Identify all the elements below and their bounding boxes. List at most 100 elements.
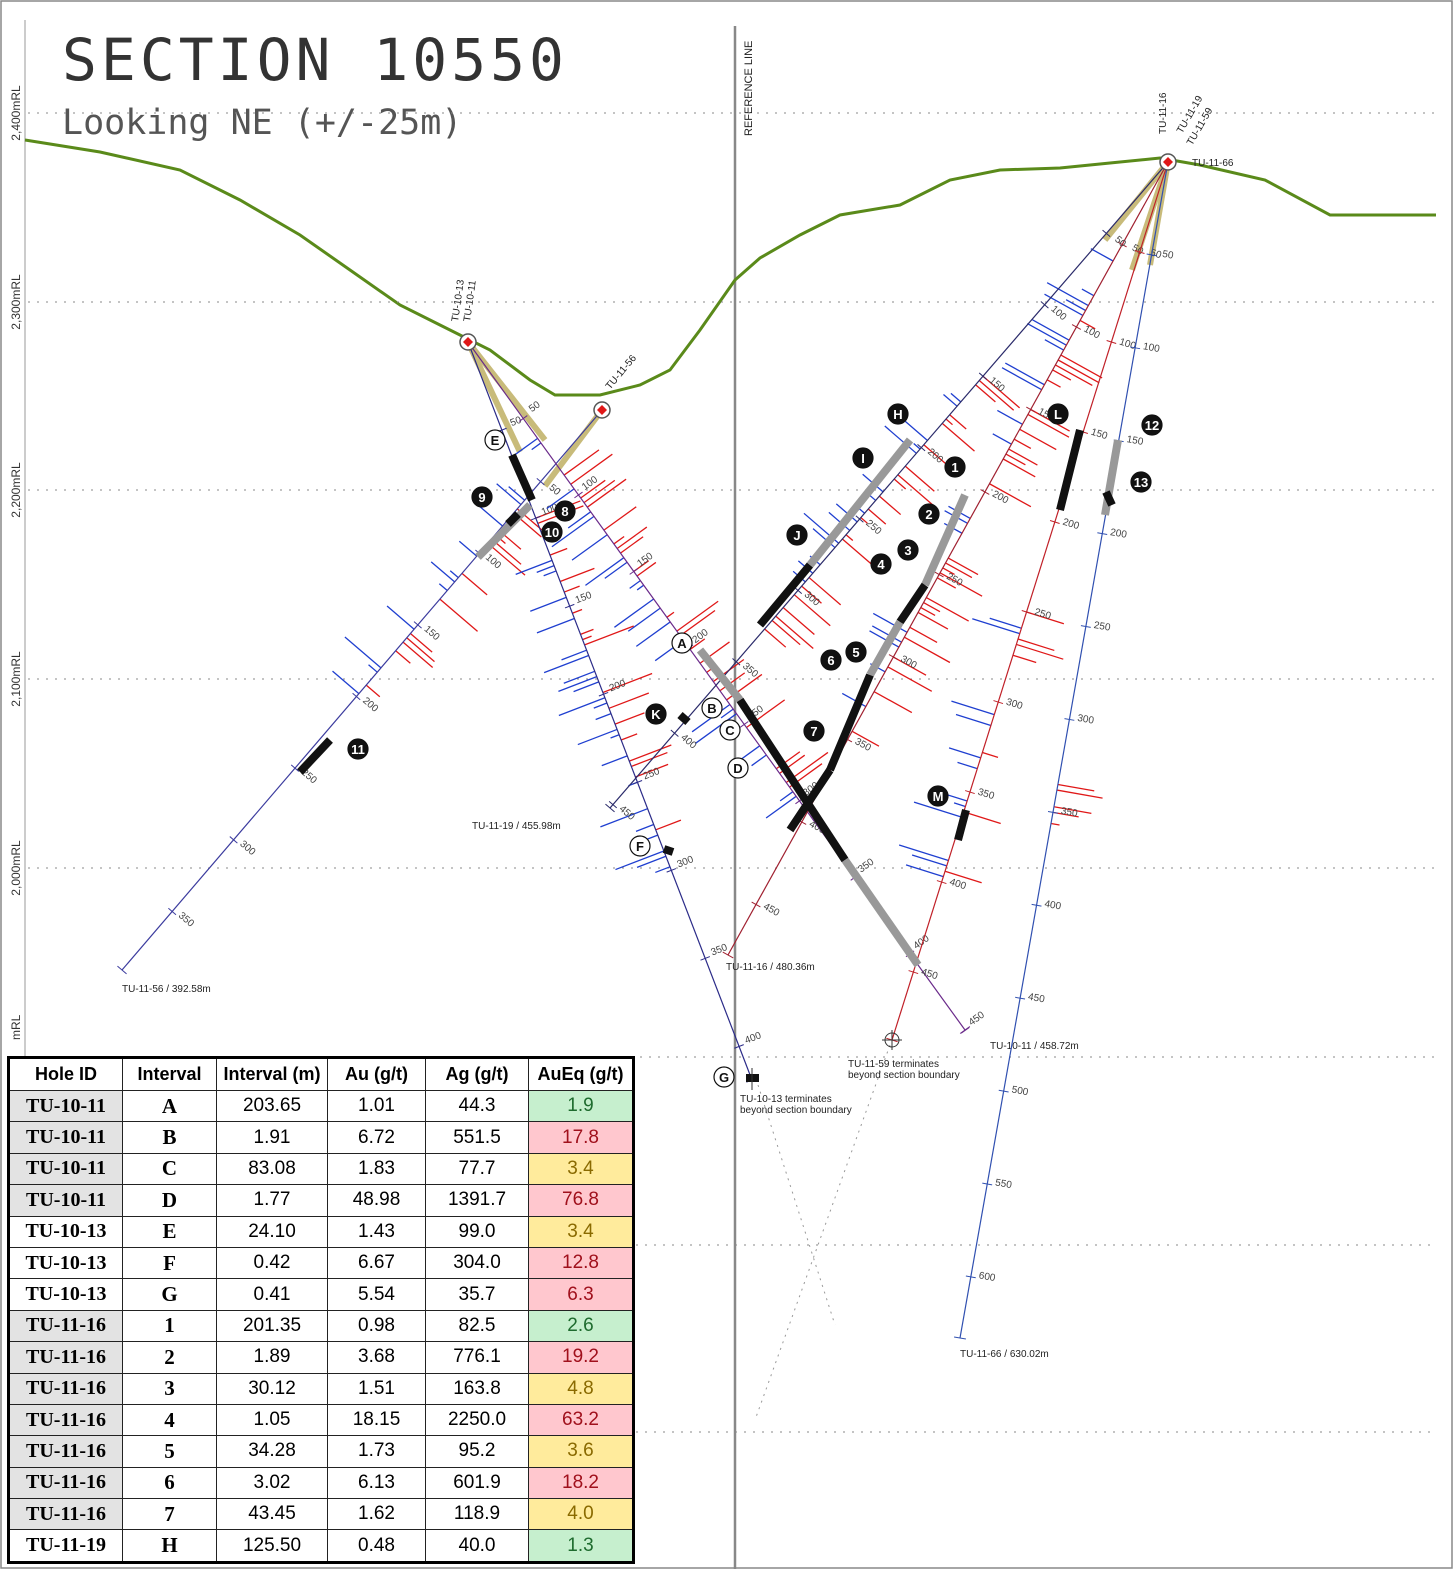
assay-spike — [577, 728, 618, 746]
interval-bar — [806, 437, 914, 568]
interval-marker — [786, 524, 808, 546]
assay-spike — [600, 808, 648, 828]
depth-label: 100 — [1142, 341, 1161, 355]
depth-tick — [700, 956, 711, 961]
interval-bar — [826, 673, 874, 772]
assay-spike — [775, 615, 814, 650]
hole-end-label: TU-11-19 / 455.98m — [472, 821, 561, 832]
table-cell: 2 — [122, 1341, 217, 1374]
interval-marker — [713, 1066, 735, 1088]
assay-spike — [1057, 359, 1100, 384]
assay-spike — [978, 379, 1015, 411]
table-cell: 1.3 — [528, 1529, 634, 1563]
assay-spike — [944, 870, 982, 884]
interval-marker-label: D — [733, 761, 742, 776]
depth-label: 100 — [483, 552, 503, 571]
table-row: TU-11-16 5 34.28 1.73 95.2 3.6 — [8, 1435, 634, 1468]
assay-spike — [1004, 362, 1045, 386]
table-cell: 40.0 — [425, 1529, 529, 1563]
depth-label: 200 — [1109, 527, 1128, 541]
assay-spike — [955, 713, 992, 727]
assay-spike — [543, 570, 557, 577]
interval-marker-label: 6 — [827, 653, 834, 668]
depth-tick — [530, 515, 541, 521]
assay-spike — [676, 600, 719, 632]
interval-bar — [662, 845, 675, 856]
assay-spike — [620, 733, 638, 741]
interval-bar — [677, 711, 691, 726]
assay-spike — [1017, 638, 1055, 652]
depth-tick — [980, 489, 990, 495]
hole-id-cell: TU-10-11 — [8, 1184, 123, 1217]
assay-spike — [860, 517, 868, 524]
assay-spike — [610, 734, 620, 739]
depth-tick — [732, 658, 741, 666]
assay-spike — [1060, 354, 1103, 379]
collar-label: TU-11-16 — [1158, 92, 1169, 134]
interval-marker — [554, 500, 576, 522]
assay-spike — [689, 638, 706, 650]
assay-spike — [720, 708, 734, 719]
table-cell: 601.9 — [425, 1466, 529, 1500]
termination-note: TU-11-59 terminates — [848, 1059, 939, 1070]
depth-tick — [413, 621, 422, 629]
assay-spike — [936, 577, 957, 589]
column-header: Interval (m) — [216, 1057, 328, 1091]
table-cell: D — [122, 1184, 217, 1217]
depth-label: 350 — [176, 910, 196, 929]
assay-spike — [449, 570, 459, 579]
assay-spike — [941, 422, 975, 452]
assay-spike — [945, 418, 953, 426]
table-cell: 5 — [122, 1435, 217, 1468]
assay-spike — [1013, 438, 1032, 449]
depth-label: 300 — [1076, 713, 1095, 727]
assay-spike — [332, 670, 360, 695]
assay-spike — [601, 755, 628, 767]
assay-spike — [515, 559, 553, 575]
assay-spike — [972, 618, 1020, 635]
interval-marker-label: M — [933, 789, 944, 804]
table-row: TU-11-16 1 201.35 0.98 82.5 2.6 — [8, 1309, 634, 1343]
depth-label: 350 — [976, 787, 996, 803]
assay-spike — [551, 515, 595, 548]
interval-marker-label: 1 — [951, 460, 958, 475]
depth-tick — [1102, 229, 1111, 238]
depth-label: 500 — [1011, 1085, 1030, 1099]
assay-spike — [636, 855, 667, 868]
assay-spike — [1090, 248, 1114, 262]
depth-label: 100 — [1048, 304, 1068, 324]
depth-tick — [739, 721, 749, 728]
assay-spike — [949, 414, 967, 430]
table-cell: 551.5 — [425, 1121, 529, 1154]
depth-tick — [1097, 532, 1108, 535]
assay-spike — [1052, 369, 1072, 381]
interval-marker-label: 4 — [877, 557, 885, 572]
depth-tick — [998, 1089, 1009, 1093]
assay-spike — [629, 744, 672, 762]
assay-spike — [386, 605, 415, 630]
table-cell: 0.42 — [216, 1246, 328, 1280]
assay-spike — [1008, 448, 1038, 466]
table-cell: 1.73 — [327, 1435, 426, 1468]
assay-spike — [586, 478, 627, 508]
interval-marker — [870, 553, 892, 575]
assay-spike — [636, 584, 645, 591]
assay-spike — [909, 626, 938, 643]
assay-spike — [1016, 643, 1064, 660]
assay-spike — [793, 594, 831, 627]
depth-tick — [1049, 520, 1060, 525]
assay-spike — [558, 676, 597, 692]
projection-lines — [754, 1044, 891, 1421]
depth-label: 350 — [853, 736, 873, 754]
hole-id-cell: TU-11-16 — [8, 1309, 123, 1343]
interval-bar — [1102, 490, 1116, 507]
assay-spike — [913, 801, 963, 818]
table-cell: 1 — [122, 1309, 217, 1343]
depth-tick — [751, 901, 761, 908]
interval-marker-label: 13 — [1134, 475, 1148, 490]
table-cell: 76.8 — [528, 1184, 634, 1217]
interval-marker-label: 5 — [852, 645, 859, 660]
interval-bar — [841, 857, 922, 968]
depth-label: 200 — [1061, 517, 1081, 533]
